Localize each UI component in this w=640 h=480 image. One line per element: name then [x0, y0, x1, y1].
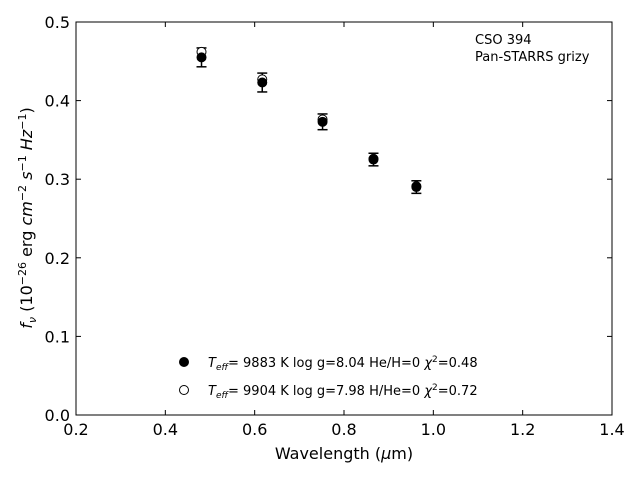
- x-tick-label: 0.6: [242, 420, 267, 439]
- y-tick-label: 0.4: [45, 92, 70, 111]
- x-tick-label: 1.0: [421, 420, 446, 439]
- legend-entry: Teff= 9883 K log g=8.04 He/H=0 χ2=0.48: [179, 355, 478, 373]
- legend-label: Teff= 9883 K log g=8.04 He/H=0 χ2=0.48: [208, 355, 478, 373]
- chart-annotation: CSO 394 Pan-STARRS grizy: [475, 33, 590, 65]
- x-tick-label: 0.8: [331, 420, 356, 439]
- data-point-filled: [196, 52, 207, 63]
- y-tick-label: 0.3: [45, 170, 70, 189]
- y-tick-label: 0.2: [45, 249, 70, 268]
- legend: Teff= 9883 K log g=8.04 He/H=0 χ2=0.48 Te…: [179, 355, 478, 401]
- y-tick-label: 0.1: [45, 327, 70, 346]
- data-point-filled: [257, 77, 268, 88]
- data-point-filled: [368, 154, 379, 165]
- data-point-filled: [317, 116, 328, 127]
- y-tick-label: 0.0: [45, 406, 70, 425]
- legend-label: Teff= 9904 K log g=7.98 H/He=0 χ2=0.72: [208, 383, 478, 401]
- x-tick-label: 1.4: [599, 420, 624, 439]
- data-points: [196, 46, 422, 193]
- legend-entry: Teff= 9904 K log g=7.98 H/He=0 χ2=0.72: [179, 383, 478, 401]
- x-tick-label: 0.2: [63, 420, 88, 439]
- y-axis-ticks: 0.0 0.1 0.2 0.3 0.4 0.5: [45, 13, 612, 425]
- x-tick-label: 0.4: [153, 420, 178, 439]
- data-point-filled: [411, 182, 422, 193]
- annotation-line-object: CSO 394: [475, 33, 532, 48]
- y-tick-label: 0.5: [45, 13, 70, 32]
- legend-marker: [179, 357, 189, 367]
- annotation-line-survey: Pan-STARRS grizy: [475, 50, 590, 65]
- x-axis-label: Wavelength (μm): [275, 444, 413, 463]
- error-bars: [196, 47, 422, 195]
- y-axis-label: fν (10−26 erg cm−2 s−1 Hz−1): [16, 107, 39, 328]
- legend-marker: [179, 385, 189, 395]
- x-tick-label: 1.2: [510, 420, 535, 439]
- x-axis-ticks: 0.2 0.4 0.6 0.8 1.0 1.2 1.4: [63, 22, 625, 439]
